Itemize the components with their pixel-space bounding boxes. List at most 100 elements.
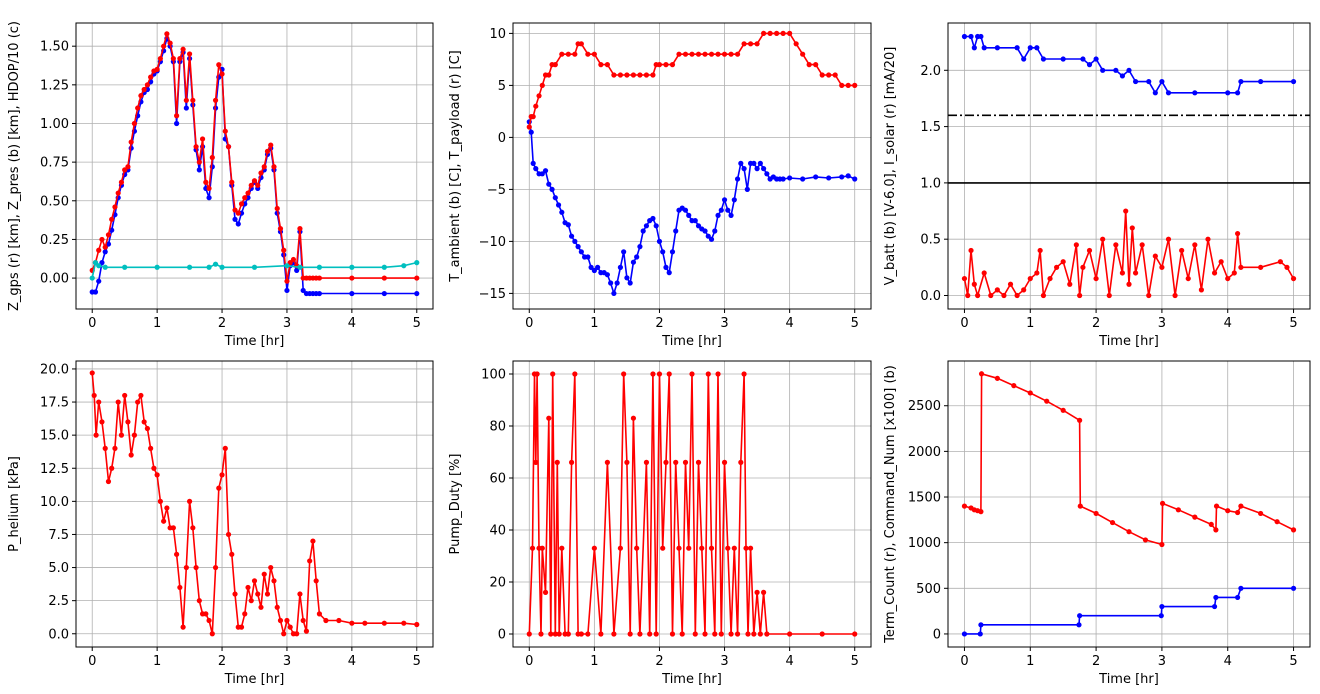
data-point	[1044, 398, 1050, 404]
data-point	[1290, 275, 1297, 282]
data-point	[1093, 510, 1099, 517]
data-point	[715, 212, 721, 218]
data-point	[660, 545, 666, 551]
data-point	[647, 631, 653, 637]
data-point	[971, 281, 977, 287]
data-point	[572, 371, 578, 377]
data-point	[598, 62, 604, 68]
data-point	[161, 43, 167, 49]
y-axis-label: P_helium [kPa]	[7, 456, 22, 552]
data-point	[1027, 45, 1033, 51]
data-point	[300, 617, 306, 624]
data-point	[611, 290, 617, 296]
data-point	[216, 62, 222, 68]
data-point	[287, 624, 293, 630]
data-point	[721, 197, 728, 203]
data-point	[533, 459, 539, 465]
y-tick-label: 0.5	[920, 233, 941, 248]
data-point	[852, 631, 858, 637]
x-tick-label: 0	[88, 654, 96, 669]
data-point	[174, 120, 180, 127]
data-point	[961, 275, 968, 282]
data-point	[702, 228, 708, 234]
data-point	[1040, 292, 1047, 299]
data-point	[1179, 247, 1185, 254]
data-point	[225, 531, 232, 538]
x-axis-label: Time [hr]	[224, 672, 285, 687]
data-point	[170, 525, 176, 531]
data-point	[1077, 417, 1083, 423]
data-point	[135, 105, 141, 111]
data-point	[663, 459, 669, 465]
data-point	[1235, 594, 1241, 601]
data-point	[1213, 527, 1219, 533]
data-point	[971, 45, 977, 51]
data-point	[745, 631, 751, 637]
y-tick-label: 0	[498, 131, 506, 146]
data-point	[1258, 78, 1264, 85]
data-point	[1100, 67, 1106, 73]
data-point	[708, 545, 715, 551]
data-point	[751, 160, 757, 166]
data-point	[294, 267, 300, 273]
data-point	[624, 275, 630, 281]
data-point	[617, 264, 624, 270]
data-point	[715, 51, 721, 57]
data-point	[839, 82, 845, 88]
data-point	[793, 41, 799, 47]
data-point	[530, 160, 536, 166]
data-point	[206, 617, 212, 624]
data-point	[99, 236, 105, 243]
data-point	[1211, 270, 1218, 276]
data-point	[565, 222, 571, 228]
data-layer	[89, 370, 420, 637]
x-tick-label: 3	[720, 316, 728, 331]
x-tick-label: 4	[348, 654, 356, 669]
data-point	[222, 445, 228, 451]
data-point	[310, 538, 316, 544]
y-tick-label: 0.0	[48, 627, 69, 642]
data-point	[656, 371, 663, 377]
data-point	[1077, 613, 1083, 619]
data-point	[1146, 292, 1152, 299]
data-point	[238, 201, 245, 207]
x-tick-label: 5	[413, 316, 421, 331]
data-point	[316, 264, 323, 270]
data-point	[542, 168, 549, 174]
data-point	[813, 62, 819, 68]
data-point	[643, 72, 650, 78]
data-point	[585, 51, 591, 57]
data-point	[109, 465, 115, 471]
data-point	[617, 545, 624, 551]
data-point	[1027, 390, 1033, 396]
data-point	[800, 51, 806, 57]
data-point	[978, 622, 984, 628]
data-point	[718, 631, 724, 637]
data-point	[92, 260, 99, 266]
data-point	[144, 82, 150, 88]
series-line-1	[528, 121, 856, 297]
data-point	[712, 228, 718, 234]
data-point	[1106, 292, 1112, 299]
axes-frame	[947, 360, 1311, 648]
axes-frame	[512, 360, 872, 648]
data-point	[572, 51, 578, 57]
axes-frame	[947, 22, 1311, 310]
data-point	[845, 173, 851, 179]
data-point	[539, 545, 545, 551]
data-point	[141, 86, 147, 93]
data-point	[307, 558, 313, 564]
x-tick-label: 3	[283, 316, 291, 331]
data-point	[598, 631, 604, 637]
data-point	[575, 244, 581, 250]
data-point	[728, 51, 734, 57]
data-point	[673, 228, 679, 234]
data-point	[757, 631, 763, 637]
data-point	[751, 631, 757, 637]
data-point	[627, 631, 633, 637]
data-point	[274, 205, 280, 212]
data-point	[99, 260, 105, 266]
data-point	[141, 419, 147, 425]
data-point	[630, 72, 637, 78]
data-point	[99, 419, 105, 425]
